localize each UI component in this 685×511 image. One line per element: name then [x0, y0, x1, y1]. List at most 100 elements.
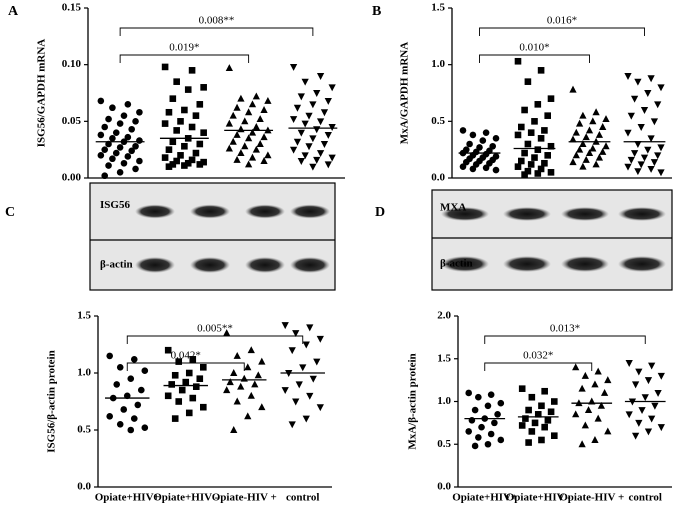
p-value-label: 0.032* [523, 350, 553, 362]
data-point [256, 140, 264, 147]
panel-letter: A [8, 4, 19, 19]
data-point [295, 381, 303, 389]
data-point [644, 90, 652, 97]
data-point [120, 112, 128, 119]
data-point [572, 410, 580, 418]
data-point [494, 411, 501, 418]
data-point [192, 112, 200, 119]
y-tick-label: 1.5 [431, 2, 445, 14]
y-tick-label: 1.5 [77, 310, 91, 322]
data-point [230, 426, 238, 433]
data-point [604, 376, 612, 384]
x-tick-label: Opiate+HIV+ [95, 492, 160, 504]
data-point [538, 402, 545, 410]
data-point [305, 143, 313, 151]
y-tick-label: 2.0 [437, 310, 451, 322]
data-point [301, 78, 309, 86]
data-point [130, 415, 138, 422]
data-point [579, 162, 587, 170]
data-point [624, 129, 632, 137]
data-point [226, 378, 234, 386]
data-point [281, 322, 289, 330]
data-point [531, 154, 538, 161]
data-point [105, 162, 112, 169]
data-point [247, 391, 255, 399]
p-value-label: 0.019* [169, 42, 199, 54]
data-point [486, 159, 493, 167]
data-point [182, 378, 190, 386]
data-point [302, 341, 310, 349]
data-point [537, 135, 545, 142]
data-point [585, 126, 594, 134]
data-point [116, 120, 124, 127]
data-point [124, 133, 132, 141]
data-point [591, 436, 599, 443]
data-point [297, 158, 305, 165]
data-point [241, 142, 249, 150]
data-point [112, 149, 120, 157]
data-point [569, 158, 577, 166]
data-point [650, 159, 659, 167]
data-point [518, 157, 525, 165]
data-point [258, 403, 266, 411]
data-point [521, 149, 528, 157]
x-tick-label: Opiate+HIV - [153, 492, 218, 504]
data-point [109, 104, 116, 112]
data-point [654, 152, 662, 160]
data-point [165, 108, 173, 116]
data-point [514, 57, 522, 65]
y-tick-label: 0.5 [437, 438, 451, 450]
data-point [184, 86, 192, 93]
data-point [647, 135, 655, 143]
data-point [229, 137, 237, 145]
data-point [101, 123, 109, 131]
data-point [581, 421, 589, 429]
data-point [289, 63, 298, 71]
data-point [124, 101, 132, 108]
data-point [459, 163, 467, 170]
data-point [637, 124, 645, 131]
blot-label: ISG56 [100, 199, 130, 211]
data-point [640, 154, 649, 162]
data-point [521, 171, 528, 178]
data-point [471, 406, 479, 414]
data-point [654, 101, 662, 109]
data-point [260, 133, 268, 141]
data-point [518, 422, 526, 429]
data-point [604, 427, 612, 435]
data-point [258, 357, 266, 365]
data-point [136, 137, 143, 144]
data-point [527, 129, 535, 136]
data-point [524, 140, 532, 148]
data-point [475, 434, 482, 441]
data-point [487, 391, 495, 398]
data-point [230, 369, 238, 376]
data-point [599, 123, 607, 130]
y-tick-label: 0.0 [431, 172, 445, 184]
data-point [541, 423, 548, 431]
blot-band [245, 204, 285, 219]
data-point [173, 127, 180, 134]
panel-letter: C [5, 205, 15, 220]
data-point [650, 118, 659, 126]
data-point [127, 375, 135, 383]
blot-band [561, 207, 609, 221]
blot-band [190, 204, 230, 219]
data-point [635, 419, 643, 427]
data-point [120, 406, 128, 413]
data-point [324, 161, 332, 169]
data-point [281, 387, 289, 395]
data-point [472, 161, 480, 168]
data-point [547, 142, 555, 150]
data-point [136, 108, 143, 116]
data-point [292, 398, 300, 406]
data-point [544, 152, 551, 159]
data-point [132, 118, 139, 125]
data-point [225, 144, 233, 152]
data-point [106, 413, 113, 420]
data-point [134, 401, 142, 409]
p-value-label: 0.016* [547, 15, 577, 27]
data-point [289, 116, 298, 124]
data-point [316, 150, 325, 158]
p-value-label: 0.005** [197, 323, 233, 335]
